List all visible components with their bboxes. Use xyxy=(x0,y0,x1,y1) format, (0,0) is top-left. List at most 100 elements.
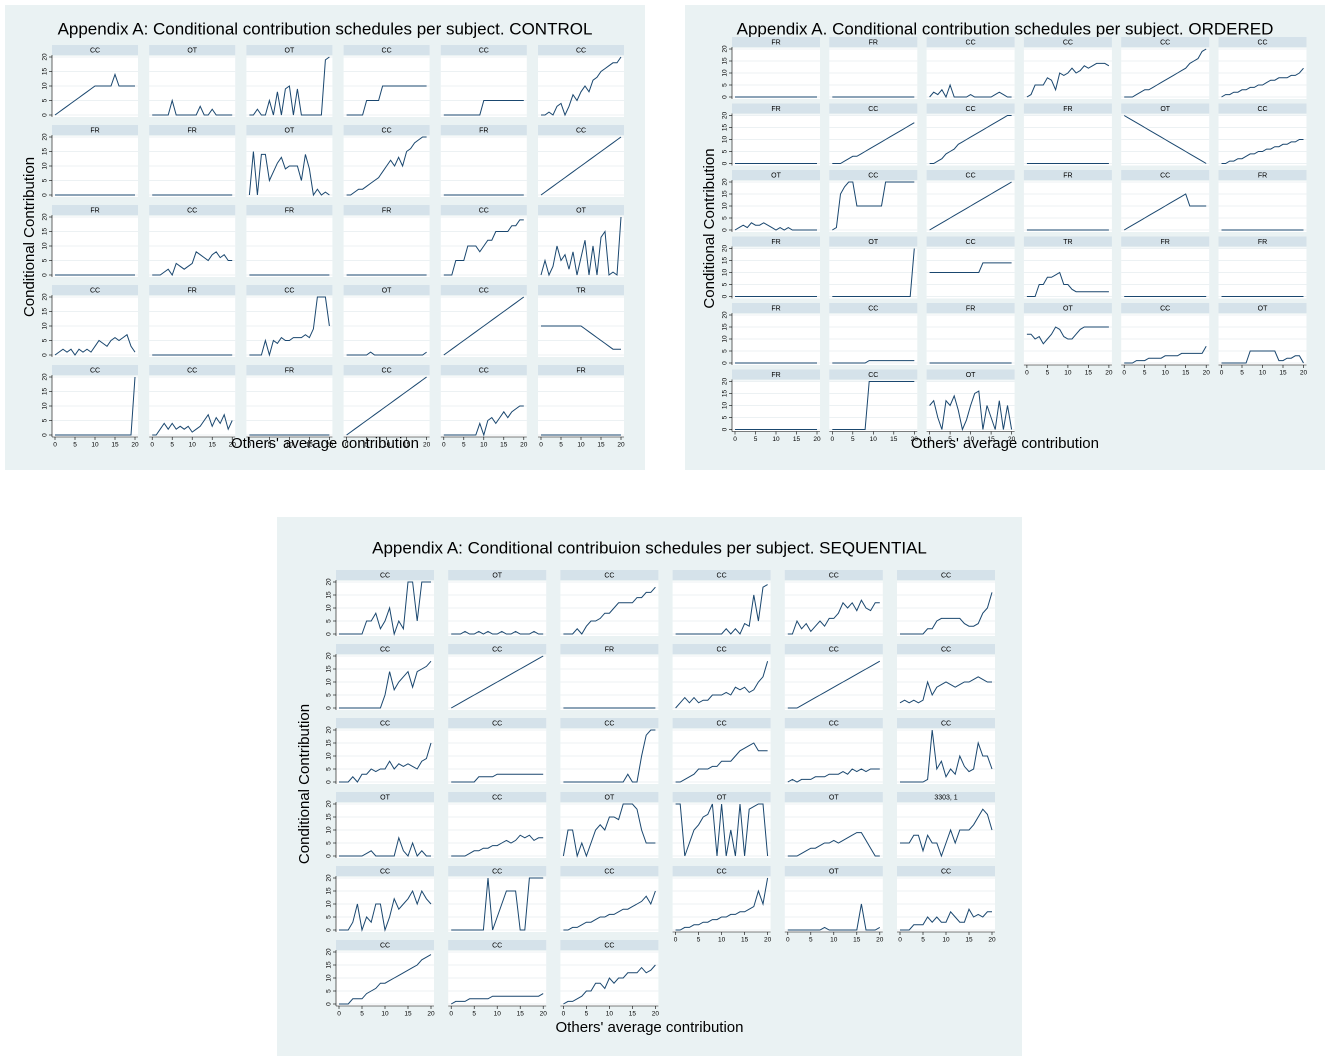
panel-label: OT xyxy=(187,47,197,54)
panel-label: CC xyxy=(382,47,392,54)
panel-header xyxy=(784,644,883,654)
x-tick-label: 10 xyxy=(91,442,99,449)
data-line xyxy=(443,100,524,116)
x-tick-label: 15 xyxy=(965,937,973,944)
panel-label: CC xyxy=(479,207,489,214)
panel-label: FR xyxy=(966,305,975,312)
panel-header xyxy=(1023,303,1112,313)
x-tick-label: 20 xyxy=(1300,370,1308,377)
panel-label: CC xyxy=(717,720,727,727)
plot-area xyxy=(1218,48,1307,99)
panel-label: FR xyxy=(771,39,780,46)
x-tick-label: 15 xyxy=(741,937,749,944)
y-tick-label: 5 xyxy=(326,841,333,845)
panel-header xyxy=(897,792,995,802)
panel-label: CC xyxy=(380,720,390,727)
x-tick-label: 10 xyxy=(942,937,950,944)
y-tick-label: 5 xyxy=(326,767,333,771)
panel-label: CC xyxy=(717,868,727,875)
panel-label: FR xyxy=(90,127,99,134)
data-line xyxy=(734,222,817,231)
y-tick-label: 20 xyxy=(722,245,729,253)
panel-header xyxy=(732,103,820,114)
panel-header xyxy=(52,285,138,295)
data-line xyxy=(929,181,1012,231)
data-line xyxy=(675,661,769,709)
y-axis-title: Conditional Contribution xyxy=(701,148,718,308)
x-tick-label: 20 xyxy=(617,442,625,449)
x-tick-label: 5 xyxy=(697,937,701,944)
x-tick-label: 20 xyxy=(131,442,139,449)
data-line xyxy=(451,834,544,857)
y-tick-label: 0 xyxy=(722,95,729,99)
data-line xyxy=(451,877,544,931)
panel-header xyxy=(343,285,430,295)
panel-label: FR xyxy=(188,127,197,134)
data-line xyxy=(787,768,880,783)
panel-header xyxy=(538,205,624,215)
panel-header xyxy=(343,45,430,55)
y-tick-label: 5 xyxy=(42,338,49,342)
panel-label: FR xyxy=(771,305,780,312)
data-line xyxy=(1026,326,1109,345)
panel-header xyxy=(560,570,659,580)
data-line xyxy=(1221,350,1304,364)
x-tick-label: 5 xyxy=(1143,370,1147,377)
y-tick-label: 20 xyxy=(42,133,49,141)
plot-area xyxy=(343,296,430,357)
panel-label: CC xyxy=(380,942,390,949)
y-tick-label: 0 xyxy=(326,780,333,784)
panel-header xyxy=(784,570,883,580)
panel-label: FR xyxy=(771,239,780,246)
x-tick-label: 0 xyxy=(898,937,902,944)
plot-area xyxy=(672,655,771,710)
data-line xyxy=(929,83,1012,99)
y-tick-label: 10 xyxy=(326,678,333,686)
y-tick-label: 10 xyxy=(42,82,49,90)
x-tick-label: 15 xyxy=(597,442,605,449)
data-line xyxy=(832,122,915,164)
plot-area xyxy=(343,216,430,277)
x-tick-label: 20 xyxy=(540,1011,548,1018)
plot-area xyxy=(784,877,883,932)
plot-area xyxy=(149,376,236,437)
panel-header xyxy=(336,644,434,654)
plot-area xyxy=(336,877,434,932)
data-line xyxy=(929,115,1012,164)
x-tick-label: 5 xyxy=(1240,370,1244,377)
panel-header xyxy=(897,866,995,876)
panel-header xyxy=(829,236,918,247)
plot-area xyxy=(897,581,995,636)
data-line xyxy=(900,908,992,931)
data-line xyxy=(346,351,427,356)
y-tick-label: 20 xyxy=(326,652,333,660)
y-tick-label: 10 xyxy=(722,69,729,77)
data-line xyxy=(900,808,993,858)
y-tick-label: 0 xyxy=(42,193,49,197)
panel-header xyxy=(336,718,434,728)
panel-header xyxy=(1218,303,1307,313)
y-tick-label: 0 xyxy=(326,706,333,710)
data-line xyxy=(339,954,432,1005)
plot-area xyxy=(829,380,918,432)
x-tick-label: 0 xyxy=(1025,370,1029,377)
data-line xyxy=(1026,62,1110,98)
panel-header xyxy=(448,940,547,950)
x-tick-label: 15 xyxy=(890,436,898,443)
data-line xyxy=(832,381,915,430)
x-tick-label: 0 xyxy=(1122,370,1126,377)
panel-header xyxy=(1121,303,1210,313)
plot-area xyxy=(897,729,995,784)
panel-header xyxy=(336,792,434,802)
x-tick-label: 5 xyxy=(1046,370,1050,377)
plot-area xyxy=(1023,114,1112,166)
panel-header xyxy=(1218,170,1307,180)
panel-label: FR xyxy=(382,207,391,214)
panel-header xyxy=(732,236,820,247)
panel-header xyxy=(897,718,995,728)
panel-header xyxy=(448,866,547,876)
data-line xyxy=(54,72,135,116)
y-tick-label: 10 xyxy=(326,826,333,834)
x-tick-label: 5 xyxy=(559,442,563,449)
panel-label: CC xyxy=(604,720,614,727)
